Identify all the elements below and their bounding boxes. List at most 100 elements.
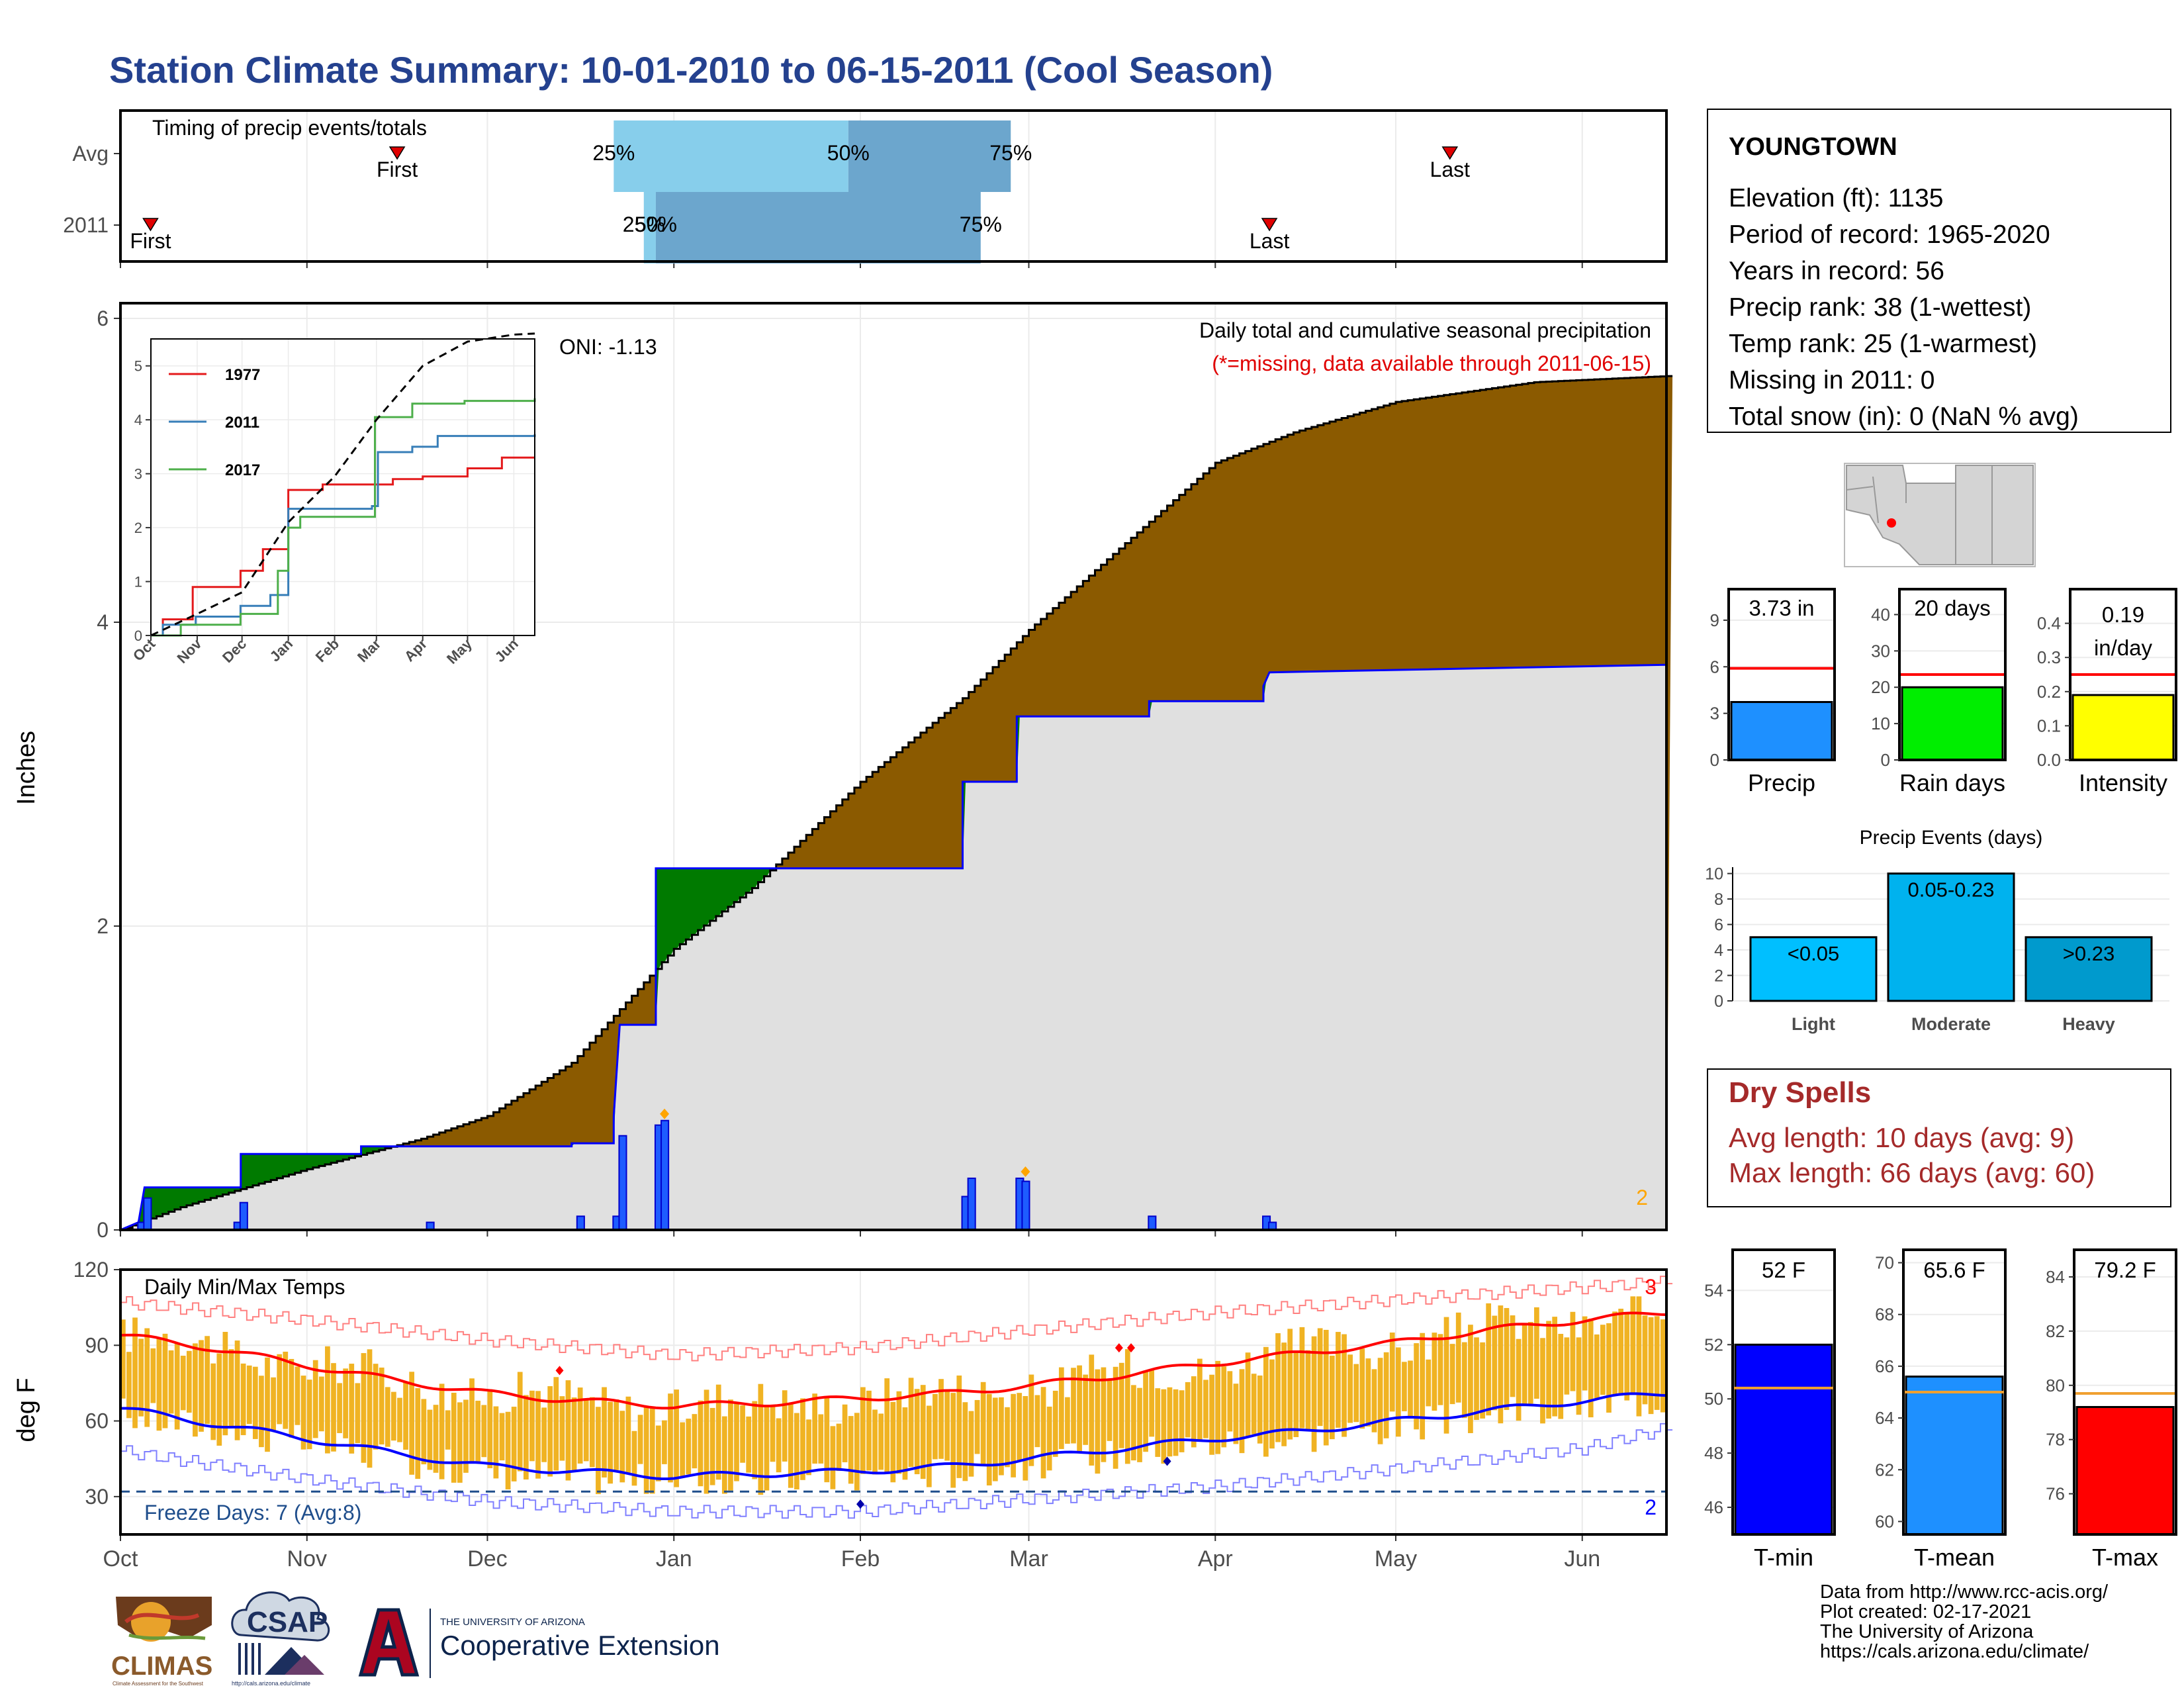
precip-event-bar-label: 0.05-0.23	[1908, 878, 1995, 902]
daily-temp-bar	[1209, 1374, 1214, 1455]
daily-temp-bar	[764, 1405, 770, 1491]
mini-bar-y-tick-label: 0.2	[2037, 682, 2061, 702]
daily-temp-bar	[246, 1365, 252, 1425]
daily-temp-bar	[1107, 1380, 1113, 1441]
daily-temp-bar	[505, 1411, 511, 1489]
dry-spells-title: Dry Spells	[1729, 1076, 1871, 1109]
daily-temp-bar	[1071, 1368, 1076, 1444]
station-line-5: Temp rank: 25 (1-warmest)	[1729, 330, 2037, 358]
daily-temp-bar	[1251, 1374, 1257, 1434]
daily-temp-bar	[896, 1391, 902, 1474]
daily-temp-bar	[1095, 1369, 1101, 1474]
daily-temp-bar	[848, 1416, 854, 1484]
daily-temp-bar	[1131, 1385, 1136, 1461]
mini-bar-border	[1898, 588, 2007, 761]
temp-y-tick-label: 30	[85, 1485, 109, 1509]
first-event-label: First	[130, 229, 171, 253]
temp-bar-value-label: 52 F	[1762, 1258, 1805, 1282]
mini-bar-y-tick-label: 0.4	[2037, 614, 2061, 633]
daily-temp-bar	[240, 1363, 246, 1436]
daily-temp-bar	[872, 1409, 878, 1475]
inset-y-tick-label: 1	[134, 574, 142, 590]
daily-temp-bar	[451, 1392, 457, 1483]
precip-y-tick-label: 2	[97, 914, 109, 938]
daily-temp-bar	[1582, 1316, 1588, 1391]
daily-temp-bar	[1389, 1333, 1395, 1412]
daily-temp-bar	[866, 1390, 872, 1471]
daily-precip-bar	[618, 1135, 627, 1231]
avg-min-line	[120, 1392, 1667, 1480]
daily-temp-bar	[980, 1382, 986, 1466]
precip-y-tick-label: 6	[97, 306, 109, 330]
daily-temp-bar	[138, 1338, 144, 1417]
daily-temp-bar	[686, 1419, 692, 1475]
daily-temp-bar	[812, 1393, 818, 1464]
record-low-marker	[856, 1499, 865, 1509]
daily-temp-bar	[596, 1407, 601, 1495]
daily-temp-bar	[577, 1387, 583, 1464]
daily-temp-bar	[385, 1387, 390, 1447]
daily-temp-bar	[283, 1351, 289, 1429]
record-low-count: 2	[1645, 1495, 1657, 1519]
daily-temp-bar	[373, 1364, 379, 1450]
month-axis-label: May	[1375, 1546, 1417, 1571]
month-axis-label: Jun	[1564, 1546, 1600, 1571]
mini-bar-label: Precip	[1748, 769, 1815, 796]
climas-logo: CLIMAS Climate Assessment for the Southw…	[111, 1597, 212, 1687]
daily-temp-bar	[999, 1397, 1004, 1476]
daily-temp-bar	[1570, 1311, 1576, 1391]
mini-bar-label: Intensity	[2079, 769, 2167, 796]
temp-bar-y-tick-label: 78	[2046, 1430, 2065, 1450]
temp-bar-y-tick-label: 66	[1875, 1356, 1894, 1376]
temp-bar-border	[1731, 1248, 1836, 1536]
avg-cumulative-line	[120, 375, 1673, 1231]
daily-temp-bar	[788, 1404, 794, 1488]
daily-temp-bar	[1443, 1317, 1449, 1434]
daily-temp-bar	[1420, 1333, 1426, 1440]
temp-bar-y-tick-label: 76	[2046, 1484, 2065, 1504]
daily-temp-bar	[950, 1393, 956, 1488]
temp-bar-y-tick-label: 50	[1704, 1389, 1723, 1409]
daily-temp-bar	[709, 1407, 715, 1485]
daily-temp-bar	[312, 1360, 318, 1438]
mini-bar-value-label: 0.19	[2102, 602, 2144, 627]
daily-temp-bar	[1040, 1387, 1046, 1479]
daily-temp-bar	[619, 1411, 625, 1483]
mini-bar-y-tick-label: 9	[1710, 610, 1719, 630]
daily-temp-bar	[1311, 1336, 1317, 1452]
daily-temp-bar	[259, 1376, 264, 1448]
daily-temp-bar	[674, 1389, 679, 1487]
daily-temp-bar	[1028, 1374, 1034, 1466]
daily-temp-bar	[926, 1405, 932, 1487]
daily-temp-bar	[842, 1404, 848, 1462]
daily-temp-bar	[1299, 1327, 1305, 1429]
station-line-2: Period of record: 1965-2020	[1729, 220, 2050, 249]
inset-y-tick-label: 0	[134, 628, 142, 644]
daily-temp-bar	[986, 1393, 992, 1486]
daily-temp-bar	[1455, 1312, 1461, 1403]
footer-line-url: https://cals.arizona.edu/climate/	[1820, 1641, 2089, 1662]
precip-event-bar	[1887, 872, 2015, 1002]
daily-temp-bar	[403, 1382, 408, 1450]
daily-temp-bar	[228, 1349, 234, 1429]
daily-temp-bar	[944, 1391, 950, 1461]
mini-bar-y-tick-label: 3	[1710, 704, 1719, 724]
station-line-6: Missing in 2011: 0	[1729, 366, 1934, 395]
daily-temp-bar	[1594, 1334, 1600, 1399]
daily-temp-bar	[583, 1399, 589, 1462]
daily-temp-bar	[1167, 1387, 1173, 1457]
daily-temp-bar	[1077, 1365, 1082, 1452]
freeze-days-label: Freeze Days: 7 (Avg:8)	[144, 1501, 361, 1524]
daily-temp-bar	[511, 1407, 517, 1481]
daily-temp-bar	[806, 1419, 811, 1476]
daily-temp-bar	[343, 1368, 349, 1438]
timing-p75-label: 75%	[960, 212, 1002, 236]
daily-temp-bar	[1486, 1303, 1492, 1416]
station-line-7: Total snow (in): 0 (NaN % avg)	[1729, 402, 2079, 431]
precip-missing-note: (*=missing, data available through 2011-…	[1212, 352, 1651, 375]
daily-temp-bar	[421, 1399, 427, 1465]
daily-temp-bar	[265, 1357, 270, 1452]
daily-temp-bar	[1540, 1338, 1545, 1424]
daily-temp-bar	[439, 1383, 445, 1479]
daily-temp-bar	[126, 1352, 132, 1419]
